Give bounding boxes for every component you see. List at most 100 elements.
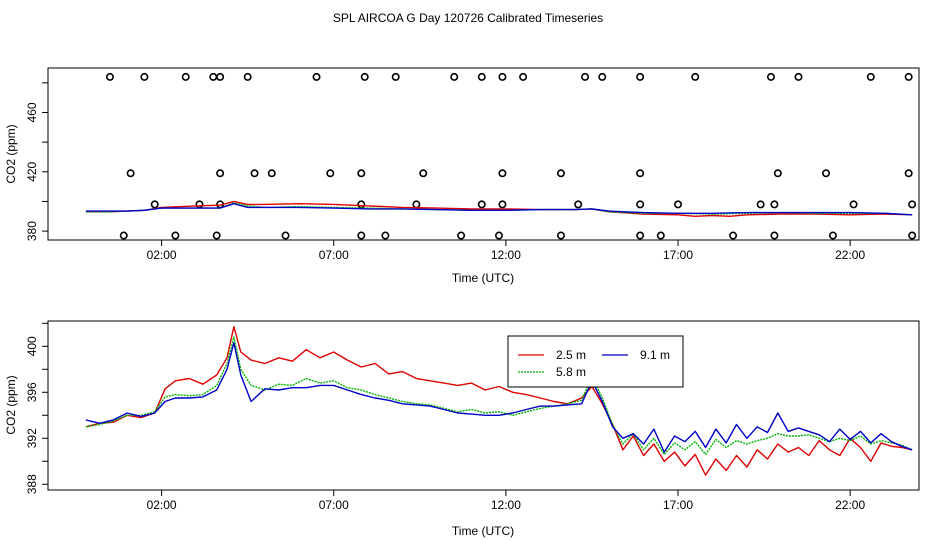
bottom-series-5-8-m (85, 336, 913, 456)
calibration-marker (419, 169, 428, 178)
bottom-ylabel: CO2 (ppm) (4, 375, 18, 434)
calibration-marker (729, 231, 738, 240)
bottom-xtick-label: 02:00 (147, 498, 177, 512)
top-series-9-1-m (85, 202, 913, 216)
calibration-marker (904, 169, 913, 178)
calibration-marker (794, 72, 803, 81)
top-ytick-label: 420 (25, 161, 39, 181)
calibration-marker (904, 72, 913, 81)
calibration-marker (381, 231, 390, 240)
calibration-marker (391, 72, 400, 81)
calibration-marker (450, 72, 459, 81)
calibration-marker (556, 169, 565, 178)
calibration-marker (866, 72, 875, 81)
calibration-marker (412, 200, 421, 209)
calibration-marker (360, 72, 369, 81)
calibration-marker (908, 200, 917, 209)
calibration-marker (209, 72, 218, 81)
calibration-marker (674, 200, 683, 209)
calibration-marker (243, 72, 252, 81)
legend: 2.5 m 5.8 m 9.1 m (507, 335, 684, 388)
legend-label-9-1m: 9.1 m (640, 348, 670, 362)
calibration-marker (312, 72, 321, 81)
calibration-marker (119, 231, 128, 240)
calibration-marker (498, 72, 507, 81)
calibration-marker (181, 72, 190, 81)
legend-label-5-8m: 5.8 m (556, 365, 586, 379)
calibration-marker (195, 200, 204, 209)
calibration-marker (828, 231, 837, 240)
bottom-xtick-label: 17:00 (663, 498, 693, 512)
calibration-marker (477, 200, 486, 209)
calibration-marker (216, 72, 225, 81)
top-xtick-label: 02:00 (147, 248, 177, 262)
bottom-xlabel: Time (UTC) (452, 524, 514, 538)
calibration-marker (770, 231, 779, 240)
calibration-marker (581, 72, 590, 81)
calibration-marker (150, 200, 159, 209)
calibration-marker (105, 72, 114, 81)
calibration-marker (326, 169, 335, 178)
calibration-marker (598, 72, 607, 81)
bottom-series-lines (85, 326, 913, 476)
top-series-lines (85, 200, 913, 218)
top-ytick-label: 460 (25, 102, 39, 122)
calibration-marker (519, 72, 528, 81)
top-xtick-label: 07:00 (319, 248, 349, 262)
calibration-marker (556, 231, 565, 240)
calibration-marker (357, 169, 366, 178)
calibration-marker (636, 231, 645, 240)
bottom-panel: 02:00 07:00 12:00 17:00 22:00 388 392 396 400 Ti… (4, 320, 920, 538)
calibration-marker (691, 72, 700, 81)
legend-box (507, 335, 684, 388)
top-panel: 02:00 07:00 12:00 17:00 22:00 380 420 460 Time … (4, 67, 920, 285)
calibration-marker (636, 200, 645, 209)
calibration-marker (574, 200, 583, 209)
calibration-marker (267, 169, 276, 178)
calibration-marker (216, 169, 225, 178)
calibration-marker (250, 169, 259, 178)
calibration-marker (498, 200, 507, 209)
calibration-marker (357, 231, 366, 240)
figure-title: SPL AIRCOA G Day 120726 Calibrated Times… (333, 11, 603, 25)
calibration-marker (773, 169, 782, 178)
calibration-marker (770, 200, 779, 209)
calibration-marker (766, 72, 775, 81)
calibration-marker (477, 72, 486, 81)
calibration-marker (281, 231, 290, 240)
calibration-marker (636, 72, 645, 81)
calibration-marker (498, 169, 507, 178)
calibration-marker (656, 231, 665, 240)
legend-label-2-5m: 2.5 m (556, 348, 586, 362)
calibration-marker (756, 200, 765, 209)
top-axis-ticks: 02:00 07:00 12:00 17:00 22:00 380 420 460 (25, 82, 865, 262)
calibration-marker (908, 231, 917, 240)
top-xtick-label: 22:00 (835, 248, 865, 262)
top-plot-frame (47, 67, 920, 241)
bottom-plot-frame (47, 320, 920, 491)
bottom-xtick-label: 07:00 (319, 498, 349, 512)
top-xtick-label: 17:00 (663, 248, 693, 262)
calibration-marker (140, 72, 149, 81)
calibration-marker (171, 231, 180, 240)
bottom-series-9-1-m (85, 342, 913, 453)
calibration-marker (457, 231, 466, 240)
calibration-marker (822, 169, 831, 178)
bottom-ytick-label: 392 (25, 428, 39, 448)
top-xlabel: Time (UTC) (452, 271, 514, 285)
bottom-axis-ticks: 02:00 07:00 12:00 17:00 22:00 388 392 396 400 (25, 322, 865, 512)
top-xtick-label: 12:00 (491, 248, 521, 262)
bottom-series-2-5-m (85, 326, 913, 476)
bottom-xtick-label: 12:00 (491, 498, 521, 512)
calibration-marker (126, 169, 135, 178)
bottom-xtick-label: 22:00 (835, 498, 865, 512)
calibration-marker (494, 231, 503, 240)
bottom-ytick-label: 400 (25, 336, 39, 356)
bottom-ytick-label: 388 (25, 474, 39, 494)
calibration-marker (636, 169, 645, 178)
top-series-2-5-m (85, 200, 913, 218)
calibration-marker (212, 231, 221, 240)
top-ytick-label: 380 (25, 221, 39, 241)
calibration-marker (849, 200, 858, 209)
